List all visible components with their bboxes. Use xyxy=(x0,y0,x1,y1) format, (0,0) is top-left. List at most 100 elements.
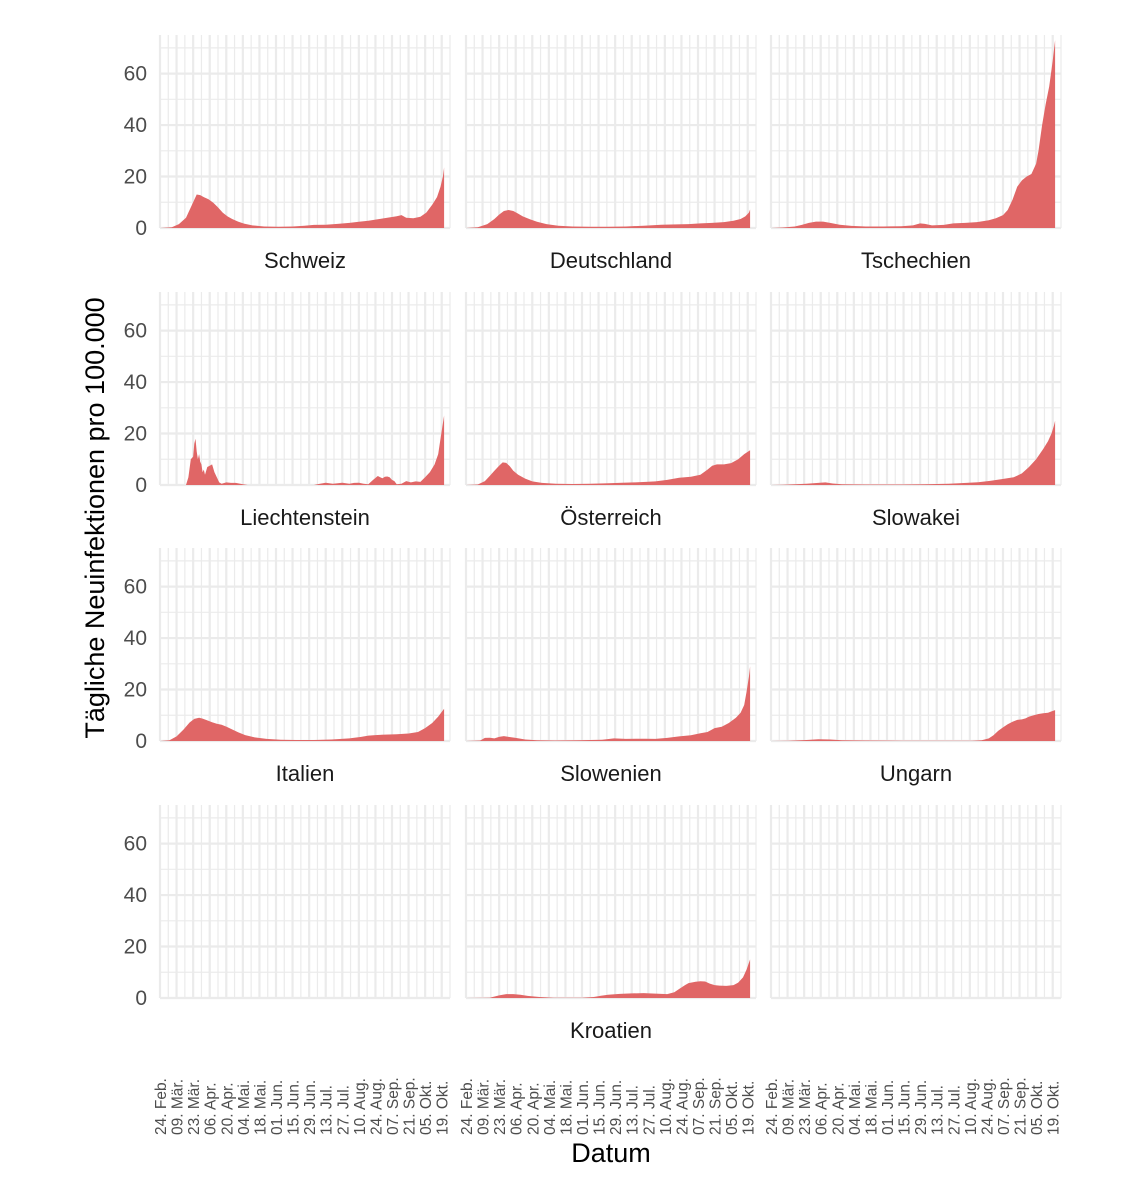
panel-liechtenstein: Liechtenstein xyxy=(158,292,451,530)
x-tick-label: 20. Apr. xyxy=(830,1082,847,1135)
x-tick-label: 24. Aug. xyxy=(979,1078,996,1135)
x-tick-label: 19. Okt. xyxy=(1046,1081,1063,1135)
panel-empty-9 xyxy=(158,805,451,1000)
facet-label: Österreich xyxy=(560,505,661,530)
x-tick-label: 06. Apr. xyxy=(814,1082,831,1135)
x-tick-label: 24. Aug. xyxy=(368,1078,385,1135)
y-tick-label: 0 xyxy=(135,217,147,240)
x-tick-label: 13. Jul. xyxy=(319,1085,336,1135)
x-tick-label: 09. Mär. xyxy=(476,1079,493,1135)
x-tick-label: 01. Jun. xyxy=(880,1080,897,1135)
x-tick-label: 24. Feb. xyxy=(153,1078,170,1135)
x-tick-label: 18. Mai. xyxy=(558,1080,575,1135)
facet-label: Deutschland xyxy=(550,248,672,273)
x-tick-label: 23. Mär. xyxy=(492,1079,509,1135)
x-tick-label: 19. Okt. xyxy=(741,1081,758,1135)
y-tick-label: 40 xyxy=(124,627,147,650)
x-tick-label: 27. Jul. xyxy=(641,1085,658,1135)
area-series-slowakei xyxy=(771,420,1056,485)
x-tick-label: 15. Jun. xyxy=(897,1080,914,1135)
y-tick-label: 0 xyxy=(135,730,147,753)
x-tick-label: 21. Sep. xyxy=(402,1077,419,1135)
y-tick-label: 20 xyxy=(124,936,147,959)
panel-slowenien: Slowenien xyxy=(464,548,757,786)
area-series-schweiz xyxy=(160,167,445,228)
area-series-kroatien xyxy=(466,959,751,998)
area-series-italien xyxy=(160,708,445,741)
area-series-österreich xyxy=(466,450,751,485)
y-tick-label: 60 xyxy=(124,63,147,86)
x-tick-label: 05. Okt. xyxy=(724,1081,741,1135)
panel-empty-11 xyxy=(769,805,1062,1000)
y-tick-label: 40 xyxy=(124,371,147,394)
x-tick-label: 04. Mai. xyxy=(542,1080,559,1135)
y-tick-label: 60 xyxy=(124,320,147,343)
x-tick-label: 29. Jun. xyxy=(302,1080,319,1135)
x-axis-title: Datum xyxy=(571,1138,651,1168)
area-series-slowenien xyxy=(466,666,751,741)
x-tick-label: 07. Sep. xyxy=(691,1077,708,1135)
x-tick-label: 07. Sep. xyxy=(996,1077,1013,1135)
x-tick-label: 24. Feb. xyxy=(459,1078,476,1135)
x-tick-label: 29. Jun. xyxy=(608,1080,625,1135)
x-tick-label: 18. Mai. xyxy=(863,1080,880,1135)
panel-tschechien: Tschechien xyxy=(769,35,1062,273)
x-tick-label: 06. Apr. xyxy=(509,1082,526,1135)
x-tick-label: 10. Aug. xyxy=(963,1078,980,1135)
x-tick-label: 04. Mai. xyxy=(847,1080,864,1135)
panel-ungarn: Ungarn xyxy=(769,548,1062,786)
x-tick-label: 13. Jul. xyxy=(930,1085,947,1135)
facet-label: Tschechien xyxy=(861,248,971,273)
y-tick-label: 40 xyxy=(124,114,147,137)
facet-label: Slowakei xyxy=(872,505,960,530)
x-tick-label: 24. Feb. xyxy=(764,1078,781,1135)
y-tick-label: 0 xyxy=(135,987,147,1010)
x-tick-label: 27. Jul. xyxy=(946,1085,963,1135)
facet-label: Ungarn xyxy=(880,761,952,786)
y-tick-label: 20 xyxy=(124,679,147,702)
x-tick-label: 07. Sep. xyxy=(385,1077,402,1135)
x-tick-label: 21. Sep. xyxy=(1013,1077,1030,1135)
x-tick-label: 05. Okt. xyxy=(1029,1081,1046,1135)
facet-label: Slowenien xyxy=(560,761,662,786)
x-tick-label: 10. Aug. xyxy=(352,1078,369,1135)
x-tick-label: 19. Okt. xyxy=(435,1081,452,1135)
panel-deutschland: Deutschland xyxy=(464,35,757,273)
x-tick-label: 20. Apr. xyxy=(219,1082,236,1135)
x-tick-label: 15. Jun. xyxy=(592,1080,609,1135)
x-tick-label: 01. Jun. xyxy=(575,1080,592,1135)
x-tick-label: 01. Jun. xyxy=(269,1080,286,1135)
panel-italien: Italien xyxy=(158,548,451,786)
panel-kroatien: Kroatien xyxy=(464,805,757,1043)
x-tick-label: 24. Aug. xyxy=(674,1078,691,1135)
y-tick-label: 0 xyxy=(135,474,147,497)
x-tick-label: 05. Okt. xyxy=(418,1081,435,1135)
y-axis-title: Tägliche Neuinfektionen pro 100.000 xyxy=(80,297,110,738)
area-series-ungarn xyxy=(771,710,1056,741)
x-tick-label: 09. Mär. xyxy=(170,1079,187,1135)
area-series-liechtenstein xyxy=(160,415,445,485)
x-tick-label: 06. Apr. xyxy=(203,1082,220,1135)
x-tick-label: 20. Apr. xyxy=(525,1082,542,1135)
area-series-tschechien xyxy=(771,40,1056,228)
y-tick-label: 60 xyxy=(124,833,147,856)
facet-label: Kroatien xyxy=(570,1018,652,1043)
y-tick-label: 20 xyxy=(124,423,147,446)
y-tick-label: 40 xyxy=(124,884,147,907)
panel-österreich: Österreich xyxy=(464,292,757,530)
x-tick-label: 27. Jul. xyxy=(335,1085,352,1135)
x-tick-label: 10. Aug. xyxy=(658,1078,675,1135)
facet-label: Italien xyxy=(276,761,335,786)
x-tick-label: 13. Jul. xyxy=(625,1085,642,1135)
panel-slowakei: Slowakei xyxy=(769,292,1062,530)
facet-label: Schweiz xyxy=(264,248,346,273)
panels-layer: Schweiz Deutschland Tschechien Liechtenstei… xyxy=(158,35,1062,1043)
x-tick-label: 04. Mai. xyxy=(236,1080,253,1135)
facet-label: Liechtenstein xyxy=(240,505,370,530)
x-tick-label: 23. Mär. xyxy=(186,1079,203,1135)
area-series-deutschland xyxy=(466,209,751,228)
x-tick-label: 29. Jun. xyxy=(913,1080,930,1135)
x-tick-label: 18. Mai. xyxy=(252,1080,269,1135)
